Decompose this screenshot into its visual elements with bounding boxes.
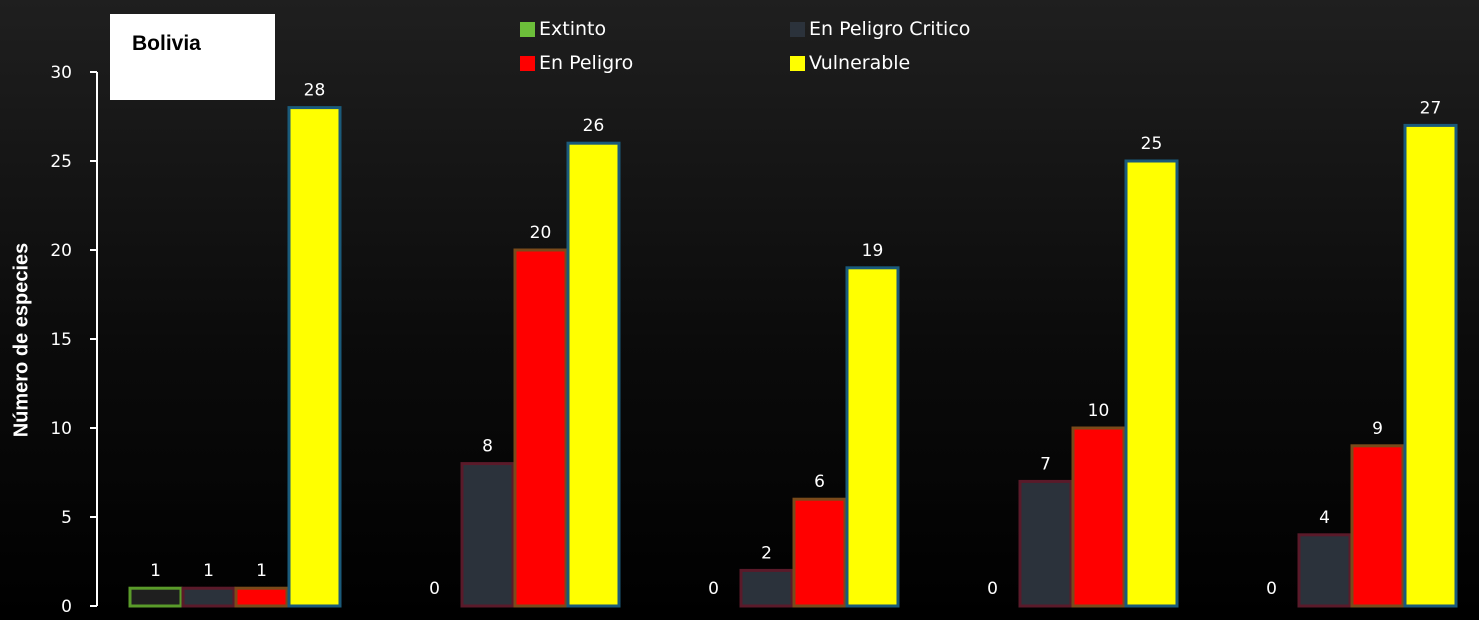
bar <box>1018 479 1073 608</box>
y-tick-label: 25 <box>50 152 72 172</box>
bar-value-label: 27 <box>1420 98 1442 118</box>
bar <box>1350 444 1405 608</box>
bar-value-label: 1 <box>256 561 267 581</box>
region-label-box: Bolivia <box>110 14 275 100</box>
bar-value-label: 0 <box>708 579 719 599</box>
bar-value-label: 1 <box>203 561 214 581</box>
bar-value-label: 25 <box>1141 134 1163 154</box>
bar <box>181 586 236 608</box>
bar <box>287 106 342 608</box>
bar <box>1071 426 1126 608</box>
bar <box>1124 159 1179 608</box>
bar-value-label: 7 <box>1040 454 1051 474</box>
bar-value-label: 0 <box>987 579 998 599</box>
bar-value-label: 4 <box>1319 508 1330 528</box>
legend-swatch-en-peligro-critico <box>790 21 805 37</box>
y-tick-label: 0 <box>61 597 72 617</box>
region-label: Bolivia <box>132 32 201 55</box>
legend-item-en-peligro-critico: En Peligro Critico <box>790 18 970 40</box>
bar-value-label: 28 <box>304 81 326 101</box>
bar-value-label: 8 <box>482 437 493 457</box>
bar-value-label: 19 <box>862 241 884 261</box>
legend-label-en-peligro-critico: En Peligro Critico <box>809 18 971 40</box>
legend-swatch-vulnerable <box>790 55 805 71</box>
bar-value-label: 9 <box>1372 419 1383 439</box>
legend-item-en-peligro: En Peligro <box>520 52 633 74</box>
y-tick-label: 10 <box>50 419 72 439</box>
bar <box>460 462 515 608</box>
bar <box>739 568 794 608</box>
bar <box>566 141 621 608</box>
bar-value-label: 2 <box>761 543 772 563</box>
legend-item-extinto: Extinto <box>520 18 606 40</box>
legend-label-extinto: Extinto <box>539 18 607 40</box>
bar <box>1297 533 1352 608</box>
y-tick-label: 30 <box>50 63 72 83</box>
bar <box>792 497 847 608</box>
bar <box>234 586 289 608</box>
bar-value-label: 10 <box>1088 401 1110 421</box>
bar-value-label: 20 <box>530 223 552 243</box>
y-tick-label: 5 <box>61 508 72 528</box>
legend-item-vulnerable: Vulnerable <box>790 52 910 74</box>
legend-label-vulnerable: Vulnerable <box>809 52 911 74</box>
legend-label-en-peligro: En Peligro <box>539 52 634 74</box>
y-tick-label: 15 <box>50 330 72 350</box>
bar-value-label: 6 <box>814 472 825 492</box>
bar <box>128 586 183 608</box>
bar <box>845 266 900 608</box>
bar <box>1403 123 1458 608</box>
bar-value-label: 26 <box>583 116 605 136</box>
y-tick-label: 20 <box>50 241 72 261</box>
bar-value-label: 1 <box>150 561 161 581</box>
legend-swatch-en-peligro <box>520 55 535 71</box>
legend-swatch-extinto <box>520 21 535 37</box>
bar <box>513 248 568 608</box>
bar-value-label: 0 <box>429 579 440 599</box>
bar-value-label: 0 <box>1266 579 1277 599</box>
